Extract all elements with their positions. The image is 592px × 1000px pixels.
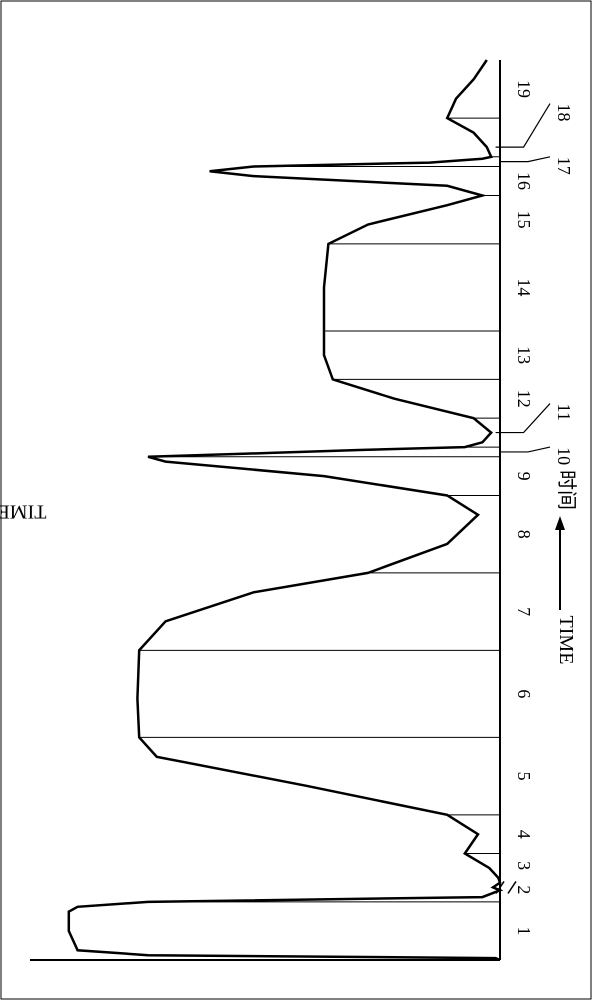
figure-svg: 12345678912131415161910111718TIME时间TIME: [0, 0, 592, 1000]
leader-label: 17: [554, 157, 574, 175]
x-axis-label-left: TIME: [555, 616, 577, 665]
outer-frame: [1, 1, 591, 999]
region-label: 15: [514, 211, 534, 229]
region-label: 14: [514, 278, 534, 296]
leader-line: [496, 104, 550, 148]
leader-label: 18: [554, 104, 574, 122]
signal-curve: [69, 60, 500, 960]
x-axis-arrowhead: [555, 516, 565, 530]
region-label: 12: [514, 390, 534, 408]
leader-line: [496, 404, 550, 433]
cleanup: [60, 970, 320, 996]
figure-container: 12345678912131415161910111718TIME时间TIME: [0, 0, 592, 1000]
leader-label: 10: [554, 447, 574, 465]
leader-line: [500, 157, 550, 162]
region-label: 2: [514, 885, 534, 894]
region-label: 7: [514, 607, 534, 616]
region-label: 9: [514, 472, 534, 481]
region-label: 4: [514, 830, 534, 839]
region-label: 6: [514, 689, 534, 698]
region-label: 13: [514, 346, 534, 364]
x-axis-label-right: 时间: [555, 470, 578, 510]
region-label: 8: [514, 530, 534, 539]
leader-line: [500, 447, 550, 452]
region-label: 16: [514, 172, 534, 190]
leader-label: 11: [554, 404, 574, 421]
region-label: 3: [514, 861, 534, 870]
region-label: 5: [514, 772, 534, 781]
y-axis-label: TIME: [0, 500, 46, 522]
region-label: 19: [514, 80, 534, 98]
region-label: 1: [514, 926, 534, 935]
